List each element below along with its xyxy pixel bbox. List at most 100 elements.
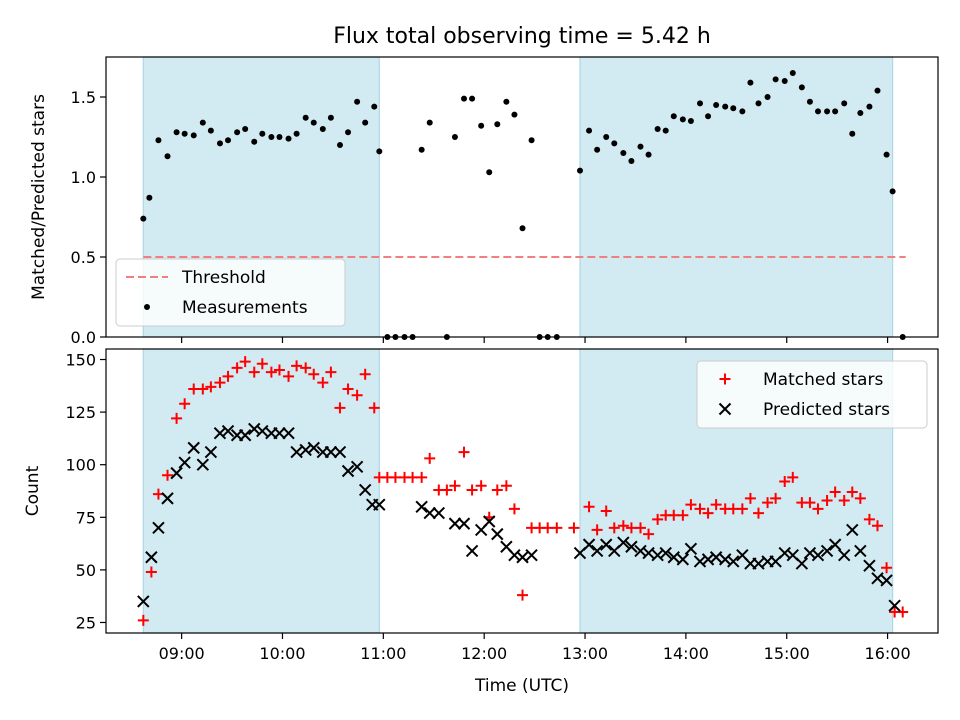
matched-star-point (779, 476, 791, 488)
predicted-star-point (307, 441, 320, 455)
x-axis-ticks-top (181, 337, 889, 343)
predicted-star-point (256, 424, 269, 438)
measurement-point (519, 225, 526, 232)
y-tick-label: 50 (76, 561, 96, 580)
matched-star-point (871, 520, 883, 532)
matched-star-point (829, 486, 841, 498)
plot-frame-top (105, 56, 939, 338)
measurement-point (155, 137, 162, 144)
predicted-star-point (145, 551, 158, 564)
matched-star-point (583, 501, 595, 513)
measurement-point (511, 111, 518, 118)
predicted-star-point (617, 536, 630, 549)
matched-star-point (265, 366, 277, 378)
matched-star-point (475, 480, 487, 492)
matched-star-point (881, 562, 893, 574)
measurement-point (772, 76, 779, 83)
legend-matched-swatch (719, 373, 731, 385)
predicted-star-point (415, 500, 428, 513)
measurement-point (451, 134, 458, 140)
measurement-point (371, 103, 378, 110)
y-tick-label: 0.5 (71, 248, 96, 267)
matched-star-point (517, 589, 529, 601)
measurement-point (857, 110, 864, 116)
legend-matched-label: Matched stars (763, 370, 883, 390)
measurement-point (207, 127, 214, 134)
predicted-star-point (204, 445, 218, 459)
measurement-point (849, 130, 856, 137)
matched-star-point (694, 503, 706, 515)
measurement-point (670, 113, 677, 120)
legend-bottom: Matched stars Predicted stars (696, 360, 928, 429)
x-tick-label: 10:00 (259, 644, 305, 663)
predicted-star-point (582, 538, 596, 551)
measurement-point (486, 169, 493, 176)
x-axis-label: Time (UTC) (474, 676, 569, 696)
measurement-point (276, 134, 283, 140)
matched-star-point (416, 471, 428, 483)
measurement-point (739, 108, 746, 115)
measurement-point (722, 103, 729, 110)
measurement-point (190, 132, 197, 139)
matched-star-point (652, 513, 664, 525)
matched-star-point (702, 507, 714, 519)
measurement-point (841, 100, 848, 107)
y-tick-label: 1.0 (71, 168, 96, 187)
matched-star-point (643, 528, 655, 540)
matched-star-point (551, 522, 563, 534)
predicted-star-point (590, 544, 604, 558)
legend-top: Threshold Measurements (115, 258, 346, 327)
matched-star-point (214, 377, 226, 389)
matched-star-point (256, 358, 268, 370)
measurement-point (781, 78, 788, 84)
measurements-series (140, 70, 906, 340)
measurement-point (173, 129, 180, 136)
matched-star-point (222, 370, 234, 382)
predicted-star-point (854, 544, 867, 558)
legend-threshold-label: Threshold (181, 268, 266, 288)
predicted-star-point (324, 445, 338, 459)
predicted-star-point (221, 424, 235, 438)
measurement-point (654, 126, 661, 132)
measurement-point (225, 137, 232, 144)
matched-star-point (308, 368, 320, 380)
predicted-star-point (659, 546, 672, 560)
matched-star-point (171, 412, 183, 424)
x-tick-label: 09:00 (159, 644, 205, 663)
y-axis-ticks-top: 0.0 0.5 1.0 1.5 (71, 88, 106, 347)
measurement-point (889, 188, 896, 195)
predicted-star-point (178, 456, 191, 469)
matched-star-point (359, 368, 371, 380)
matched-star-point (325, 366, 337, 378)
matched-star-point (491, 484, 503, 496)
measurement-point (687, 118, 694, 124)
matched-star-point (231, 362, 243, 374)
chart-title: Flux total observing time = 5.42 h (333, 24, 711, 49)
measurement-point (146, 194, 153, 201)
measurement-point (883, 151, 890, 158)
matched-star-point (273, 364, 285, 376)
matched-star-point (334, 402, 346, 414)
legend-measurements-swatch (144, 304, 150, 310)
y-tick-label: 25 (76, 613, 96, 632)
matched-star-point (812, 503, 824, 515)
measurement-point (730, 105, 737, 112)
measurement-point (362, 119, 369, 126)
measurement-point (503, 98, 510, 105)
x-axis-ticks-bottom: 09:00 10:00 11:00 12:00 13:00 14:00 15:00 16:00 (159, 633, 911, 663)
legend-predicted-swatch (718, 402, 732, 416)
matched-star-point (424, 452, 436, 464)
matched-star-point (804, 497, 816, 509)
predicted-star-point (273, 426, 286, 440)
shaded-interval-1 (142, 348, 380, 634)
measurement-point (181, 130, 188, 137)
matched-star-point (787, 471, 799, 483)
predicted-star-point (888, 599, 901, 612)
matched-stars-series (137, 356, 909, 626)
matched-star-point (568, 522, 580, 534)
measurement-point (866, 103, 873, 110)
measurement-point (354, 98, 361, 105)
predicted-star-point (170, 466, 183, 480)
matched-star-point (351, 389, 363, 401)
